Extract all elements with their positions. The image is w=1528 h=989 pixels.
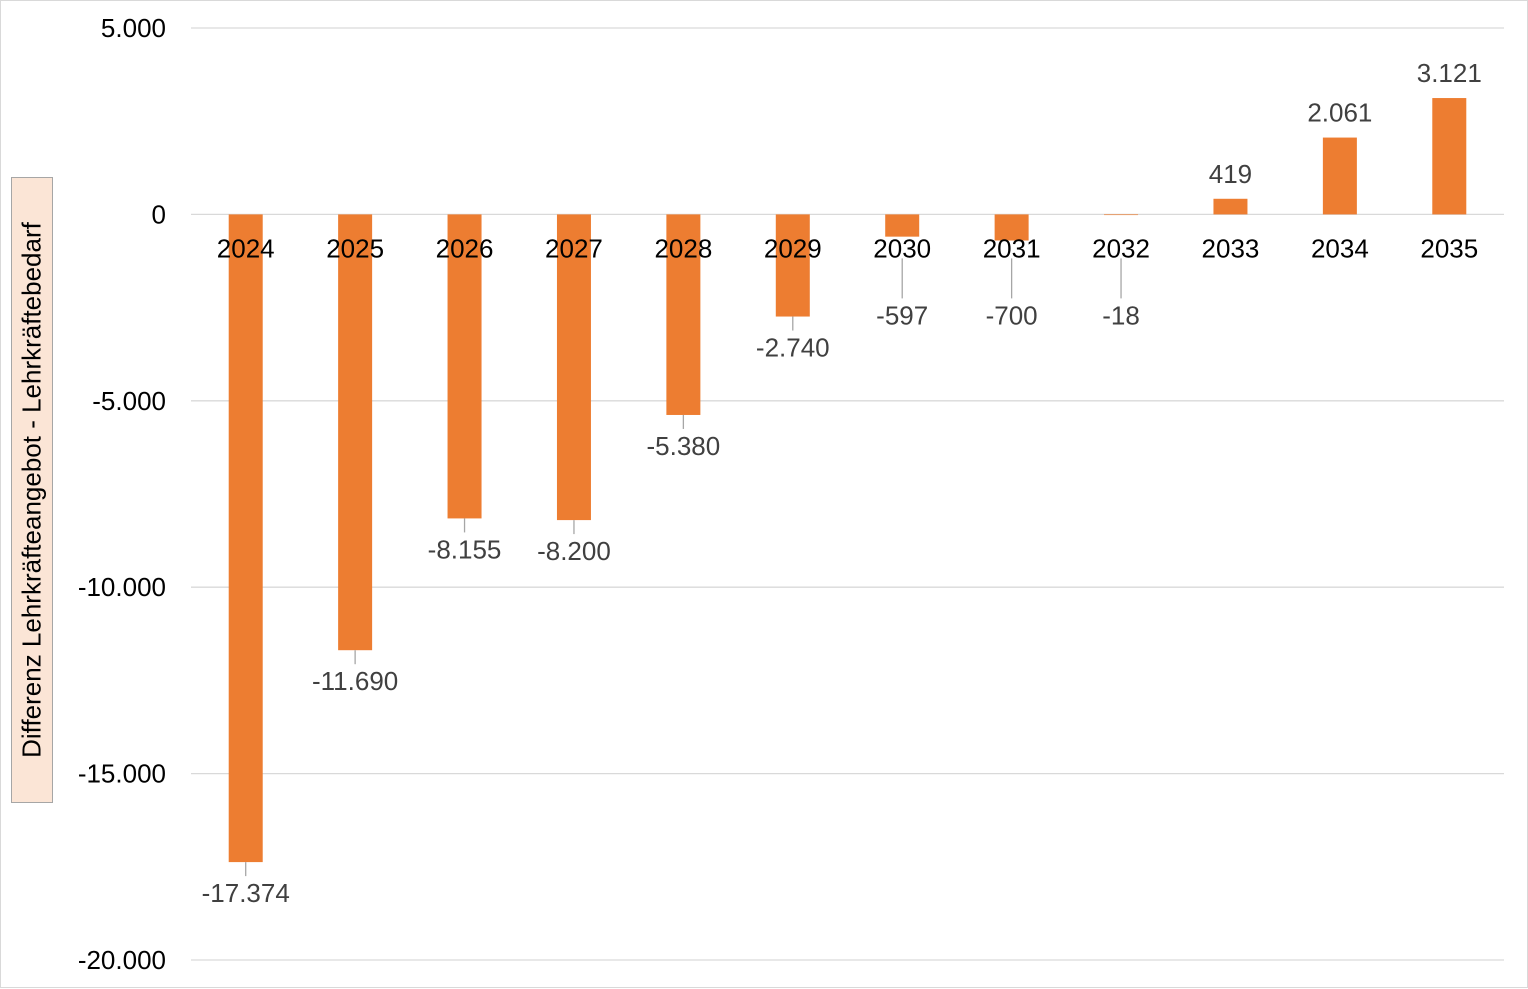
- data-label-2025: -11.690: [312, 666, 398, 696]
- data-label-2033: 419: [1209, 159, 1252, 189]
- y-tick-label: -15.000: [78, 759, 166, 789]
- y-axis-title-box: Differenz Lehrkräfteangebot - Lehrkräfte…: [11, 177, 53, 803]
- x-tick-label: 2028: [654, 233, 712, 263]
- data-label-2034: 2.061: [1307, 98, 1372, 128]
- bar-2035: [1432, 98, 1466, 214]
- bar-2034: [1323, 138, 1357, 215]
- y-tick-label: -10.000: [78, 572, 166, 602]
- x-tick-label: 2025: [326, 233, 384, 263]
- data-label-2028: -5.380: [647, 431, 721, 461]
- x-tick-label: 2024: [217, 233, 275, 263]
- x-tick-label: 2031: [983, 233, 1041, 263]
- bar-2033: [1213, 199, 1247, 215]
- y-axis-title: Differenz Lehrkräfteangebot - Lehrkräfte…: [17, 222, 48, 758]
- x-tick-label: 2033: [1202, 233, 1260, 263]
- x-tick-label: 2029: [764, 233, 822, 263]
- data-label-2026: -8.155: [428, 534, 502, 564]
- data-label-2031: -700: [986, 300, 1038, 330]
- bar-2024: [229, 214, 263, 862]
- data-label-2030: -597: [876, 300, 928, 330]
- x-tick-label: 2030: [873, 233, 931, 263]
- bar-2032: [1104, 214, 1138, 215]
- data-label-2027: -8.200: [537, 536, 611, 566]
- y-tick-label: 5.000: [101, 13, 166, 43]
- bar-chart: 5.000 0 -5.000 -10.000 -15.000 -20.000 -17.374…: [1, 1, 1528, 989]
- data-label-2024: -17.374: [202, 878, 290, 908]
- y-tick-label: 0: [152, 199, 166, 229]
- y-tick-label: -5.000: [92, 386, 166, 416]
- x-tick-label: 2026: [436, 233, 494, 263]
- data-label-2035: 3.121: [1417, 58, 1482, 88]
- x-tick-label: 2032: [1092, 233, 1150, 263]
- bar-2025: [338, 214, 372, 650]
- data-label-2032: -18: [1102, 300, 1140, 330]
- data-label-2029: -2.740: [756, 333, 830, 363]
- x-tick-label: 2035: [1420, 233, 1478, 263]
- x-tick-label: 2034: [1311, 233, 1369, 263]
- chart-area: 5.000 0 -5.000 -10.000 -15.000 -20.000 -17.374…: [0, 0, 1528, 988]
- x-tick-label: 2027: [545, 233, 603, 263]
- y-tick-label: -20.000: [78, 945, 166, 975]
- bar-2029: [776, 214, 810, 316]
